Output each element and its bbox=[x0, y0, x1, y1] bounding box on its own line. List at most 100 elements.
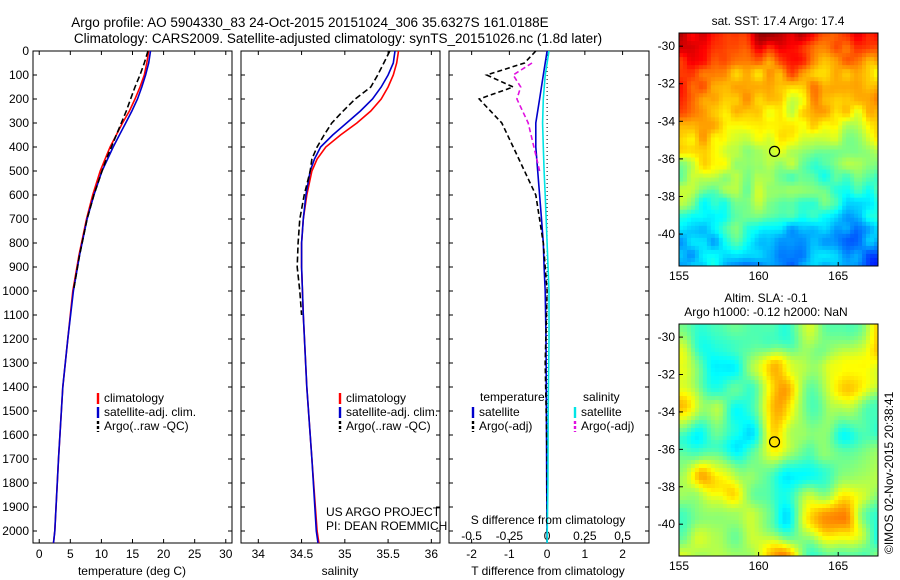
map-cell bbox=[830, 137, 835, 142]
map-cell bbox=[834, 41, 839, 46]
map-cell bbox=[874, 137, 879, 142]
map-cell bbox=[679, 328, 684, 333]
map-cell bbox=[718, 81, 724, 86]
map-cell bbox=[842, 384, 847, 389]
map-cell bbox=[762, 416, 767, 421]
map-cell bbox=[726, 213, 732, 219]
map-cell bbox=[714, 456, 720, 461]
map-cell bbox=[774, 189, 779, 195]
map-cell bbox=[814, 332, 819, 337]
map-cell bbox=[794, 396, 799, 401]
map-cell bbox=[866, 33, 871, 38]
map-cell bbox=[830, 197, 835, 203]
map-cell bbox=[706, 73, 712, 78]
map-cell bbox=[806, 85, 811, 90]
map-cell bbox=[814, 209, 819, 215]
map-cell bbox=[834, 109, 839, 114]
map-cell bbox=[694, 332, 700, 337]
map-cell bbox=[770, 213, 775, 219]
map-cell bbox=[698, 384, 704, 389]
map-cell bbox=[826, 161, 831, 166]
map-cell bbox=[722, 360, 728, 365]
map-cell bbox=[754, 384, 759, 389]
map-cell bbox=[810, 404, 815, 409]
map-cell bbox=[714, 237, 720, 243]
map-cell bbox=[734, 141, 740, 146]
map-cell bbox=[846, 205, 851, 211]
map-cell bbox=[690, 348, 696, 353]
map-cell bbox=[782, 201, 787, 207]
map-cell bbox=[686, 145, 692, 150]
map-cell bbox=[766, 344, 771, 349]
map-cell bbox=[738, 213, 744, 219]
map-cell bbox=[818, 205, 823, 211]
map-cell bbox=[742, 169, 748, 175]
map-cell bbox=[722, 157, 728, 162]
map-cell bbox=[802, 205, 807, 211]
map-cell bbox=[806, 368, 811, 373]
map-cell bbox=[838, 388, 843, 393]
map-cell bbox=[762, 53, 767, 58]
map-cell bbox=[702, 193, 708, 199]
map-cell bbox=[842, 352, 847, 357]
map-cell bbox=[774, 85, 779, 90]
map-cell bbox=[698, 225, 704, 231]
map-cell bbox=[682, 41, 688, 46]
map-cell bbox=[718, 396, 724, 401]
map-cell bbox=[842, 121, 847, 126]
map-cell bbox=[818, 440, 823, 445]
map-cell bbox=[690, 209, 696, 215]
map-cell bbox=[766, 380, 771, 385]
map-cell bbox=[758, 205, 763, 211]
map-cell bbox=[694, 460, 700, 465]
map-cell bbox=[790, 416, 795, 421]
figure-title-line1: Argo profile: AO 5904330_83 24-Oct-2015 … bbox=[71, 15, 548, 30]
map-cell bbox=[786, 249, 791, 255]
map-cell bbox=[866, 109, 871, 114]
map-cell bbox=[702, 129, 708, 134]
map-cell bbox=[750, 340, 756, 345]
map-cell bbox=[706, 169, 712, 175]
map-cell bbox=[874, 249, 879, 255]
map-cell bbox=[838, 328, 843, 333]
map-cell bbox=[730, 141, 736, 146]
map-cell bbox=[846, 404, 851, 409]
map-cell bbox=[854, 73, 859, 78]
map-cell bbox=[738, 348, 744, 353]
map-cell bbox=[858, 452, 863, 457]
map-cell bbox=[774, 336, 779, 341]
map-cell bbox=[790, 157, 795, 162]
map-cell bbox=[770, 69, 775, 74]
map-cell bbox=[846, 336, 851, 341]
map-cell bbox=[718, 412, 724, 417]
map-cell bbox=[746, 452, 752, 457]
map-cell bbox=[798, 93, 803, 98]
map-cell bbox=[822, 464, 827, 469]
map-cell bbox=[698, 348, 704, 353]
map-cell bbox=[850, 372, 855, 377]
map-cell bbox=[714, 352, 720, 357]
map-cell bbox=[690, 468, 696, 473]
map-cell bbox=[682, 161, 688, 166]
map-cell bbox=[850, 49, 855, 54]
map-cell bbox=[710, 257, 716, 263]
map-cell bbox=[734, 117, 740, 122]
map-cell bbox=[750, 197, 756, 203]
map-cell bbox=[750, 408, 756, 413]
map-cell bbox=[818, 400, 823, 405]
map-cell bbox=[830, 392, 835, 397]
map-cell bbox=[750, 177, 756, 183]
map-cell bbox=[790, 241, 795, 247]
map-cell bbox=[826, 85, 831, 90]
map-cell bbox=[710, 221, 716, 227]
map-cell bbox=[758, 376, 763, 381]
y-tick-label: 100 bbox=[9, 68, 29, 82]
map-cell bbox=[854, 177, 859, 183]
map-cell bbox=[790, 372, 795, 377]
map-cell bbox=[690, 428, 696, 433]
map-cell bbox=[842, 257, 847, 263]
map-cell bbox=[686, 364, 692, 369]
map-cell bbox=[822, 165, 827, 170]
map-cell bbox=[746, 173, 752, 179]
map-cell bbox=[790, 133, 795, 138]
